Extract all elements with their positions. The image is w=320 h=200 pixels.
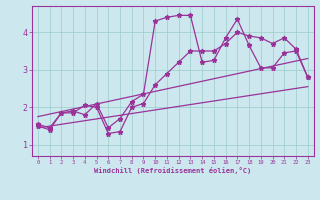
X-axis label: Windchill (Refroidissement éolien,°C): Windchill (Refroidissement éolien,°C) bbox=[94, 167, 252, 174]
